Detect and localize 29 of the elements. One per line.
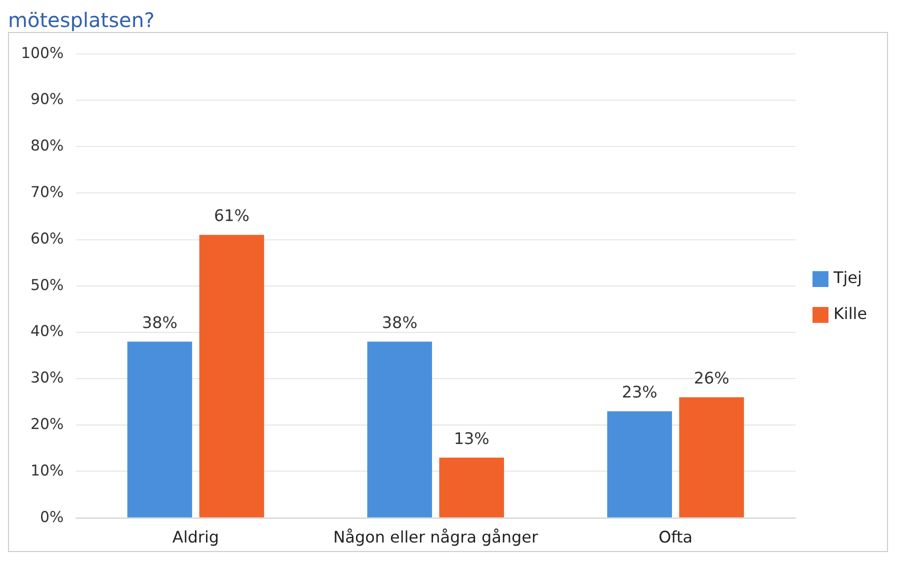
data-label: 38% (142, 312, 178, 332)
y-tick-label: 80% (30, 136, 64, 155)
y-tick-label: 70% (30, 183, 64, 201)
data-label: 13% (454, 428, 490, 448)
y-tick-label: 30% (30, 368, 64, 387)
bar (199, 234, 264, 518)
x-tick-label: Aldrig (172, 528, 219, 547)
bar (127, 342, 192, 518)
x-tick-label: Någon eller några gånger (333, 528, 538, 547)
x-tick-label: Ofta (658, 528, 693, 547)
legend-label: Kille (833, 304, 868, 324)
bar (679, 397, 744, 518)
y-tick-label: 100% (21, 44, 64, 62)
y-tick-label: 10% (30, 461, 64, 480)
chart-title: mötesplatsen? (8, 8, 156, 32)
y-tick-label: 40% (30, 322, 64, 340)
y-tick-label: 60% (30, 229, 64, 248)
data-label: 23% (622, 382, 658, 402)
bar (439, 458, 504, 518)
bar (607, 411, 672, 518)
y-tick-label: 50% (30, 276, 64, 294)
data-label: 38% (382, 312, 418, 332)
data-label: 61% (214, 206, 250, 226)
y-tick-label: 0% (40, 508, 64, 526)
data-label: 26% (694, 368, 730, 388)
legend-label: Tjej (832, 268, 862, 288)
y-tick-label: 20% (30, 415, 64, 433)
bar (367, 342, 432, 518)
y-tick-label: 90% (30, 90, 64, 108)
